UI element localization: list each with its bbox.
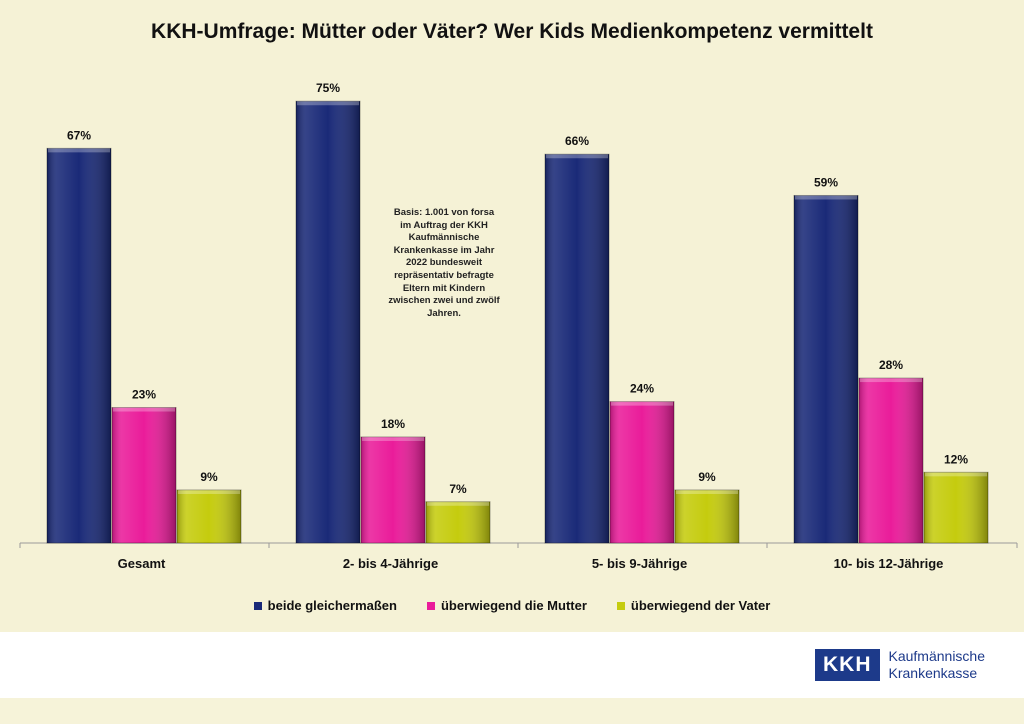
category-label: 2- bis 4-Jährige <box>343 556 438 571</box>
bar-shading <box>859 378 923 543</box>
bar-bevel <box>48 148 110 153</box>
data-label: 66% <box>565 134 589 148</box>
legend-label: überwiegend der Vater <box>630 598 771 613</box>
legend-label: beide gleichermaßen <box>267 598 397 613</box>
data-label: 28% <box>879 358 903 372</box>
data-label: 18% <box>381 417 405 431</box>
bar-bevel <box>676 489 738 494</box>
bar-bevel <box>113 407 175 412</box>
category-label: 10- bis 12-Jährige <box>834 556 944 571</box>
data-label: 7% <box>449 482 467 496</box>
legend-swatch-father <box>616 601 625 610</box>
category-label: 5- bis 9-Jährige <box>592 556 687 571</box>
legend: beide gleichermaßen überwiegend die Mutt… <box>0 598 1024 613</box>
bar-shading <box>545 154 609 543</box>
bar-bevel <box>178 489 240 494</box>
data-label: 9% <box>698 470 716 484</box>
data-label: 67% <box>67 128 91 142</box>
data-label: 59% <box>814 175 838 189</box>
bar-shading <box>675 489 739 543</box>
bar-bevel <box>925 472 987 477</box>
chart-area: KKH-Umfrage: Mütter oder Väter? Wer Kids… <box>0 20 1024 613</box>
kkh-logo[interactable]: KKH Kaufmännische Krankenkasse <box>815 648 985 682</box>
bar-bevel <box>362 436 424 441</box>
bar-bevel <box>611 401 673 406</box>
bottom-strip <box>0 698 1024 724</box>
bar-shading <box>177 489 241 543</box>
data-label: 75% <box>316 81 340 95</box>
bar-shading <box>47 148 111 544</box>
legend-swatch-mother <box>426 601 435 610</box>
legend-item: überwiegend die Mutter <box>426 598 587 613</box>
bar-shading <box>296 101 360 544</box>
data-label: 9% <box>200 470 218 484</box>
bar-bevel <box>546 154 608 159</box>
legend-item: überwiegend der Vater <box>616 598 771 613</box>
legend-item: beide gleichermaßen <box>253 598 397 613</box>
bar-bevel <box>860 378 922 383</box>
bar-shading <box>361 436 425 543</box>
logo-wordmark: Kaufmännische Krankenkasse <box>889 648 986 682</box>
logo-mark: KKH <box>815 649 880 681</box>
footer: KKH Kaufmännische Krankenkasse <box>0 632 1024 698</box>
category-label: Gesamt <box>118 556 166 571</box>
data-label: 12% <box>944 452 968 466</box>
legend-swatch-both <box>253 601 262 610</box>
legend-label: überwiegend die Mutter <box>440 598 587 613</box>
bar-shading <box>924 472 988 543</box>
bar-bevel <box>795 195 857 200</box>
bar-bevel <box>297 101 359 106</box>
bar-shading <box>112 407 176 543</box>
data-label: 23% <box>132 388 156 402</box>
data-label: 24% <box>630 382 654 396</box>
chart-title: KKH-Umfrage: Mütter oder Väter? Wer Kids… <box>151 20 873 43</box>
bar-shading <box>610 401 674 543</box>
logo-line-1: Kaufmännische <box>888 648 986 664</box>
bar-chart: 67% 23% 9% Gesamt 75% 18% 7% 2- bis 4-Jährige 66… <box>19 81 1018 571</box>
bar-shading <box>794 195 858 543</box>
bar-shading <box>426 501 490 543</box>
logo-line-2: Krankenkasse <box>888 665 978 681</box>
chart-annotation: Basis: 1.001 von forsa im Auftrag der KK… <box>388 207 500 319</box>
bar-bevel <box>427 501 489 506</box>
